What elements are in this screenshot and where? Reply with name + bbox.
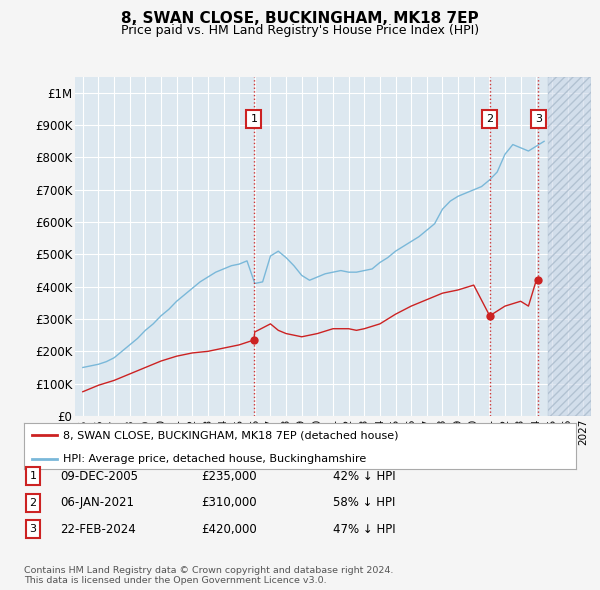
Text: 3: 3 <box>535 114 542 124</box>
Text: Contains HM Land Registry data © Crown copyright and database right 2024.
This d: Contains HM Land Registry data © Crown c… <box>24 566 394 585</box>
Text: HPI: Average price, detached house, Buckinghamshire: HPI: Average price, detached house, Buck… <box>62 454 366 464</box>
Text: 42% ↓ HPI: 42% ↓ HPI <box>333 470 395 483</box>
Text: 58% ↓ HPI: 58% ↓ HPI <box>333 496 395 509</box>
Text: 1: 1 <box>250 114 257 124</box>
Text: £310,000: £310,000 <box>201 496 257 509</box>
Text: 1: 1 <box>29 471 37 481</box>
Text: 3: 3 <box>29 525 37 534</box>
Text: 2: 2 <box>486 114 493 124</box>
Text: 8, SWAN CLOSE, BUCKINGHAM, MK18 7EP (detached house): 8, SWAN CLOSE, BUCKINGHAM, MK18 7EP (det… <box>62 431 398 441</box>
Text: 09-DEC-2005: 09-DEC-2005 <box>60 470 138 483</box>
Text: 06-JAN-2021: 06-JAN-2021 <box>60 496 134 509</box>
Text: 2: 2 <box>29 498 37 507</box>
Text: 8, SWAN CLOSE, BUCKINGHAM, MK18 7EP: 8, SWAN CLOSE, BUCKINGHAM, MK18 7EP <box>121 11 479 25</box>
Text: £235,000: £235,000 <box>201 470 257 483</box>
Text: 47% ↓ HPI: 47% ↓ HPI <box>333 523 395 536</box>
Text: £420,000: £420,000 <box>201 523 257 536</box>
Text: Price paid vs. HM Land Registry's House Price Index (HPI): Price paid vs. HM Land Registry's House … <box>121 24 479 37</box>
Bar <box>548 77 591 416</box>
Text: 22-FEB-2024: 22-FEB-2024 <box>60 523 136 536</box>
